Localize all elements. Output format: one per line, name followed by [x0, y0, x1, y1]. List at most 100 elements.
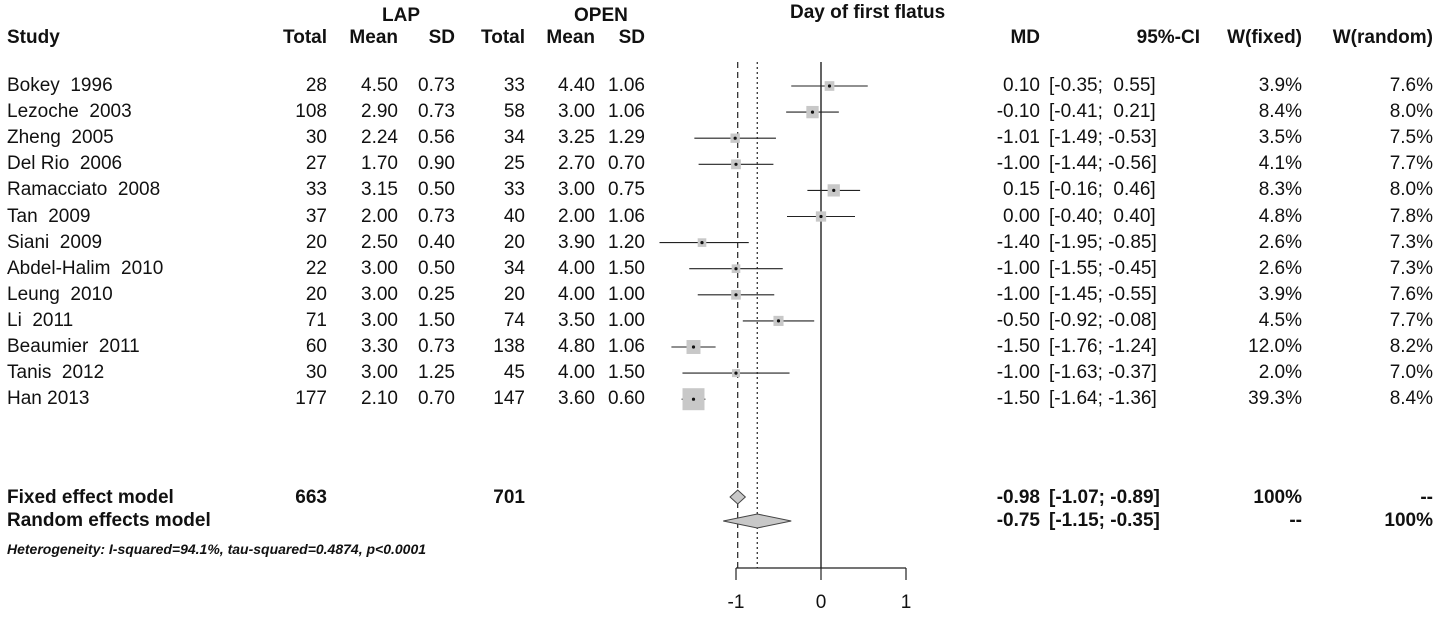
row-name: Ramacciato 2008: [7, 179, 161, 201]
row-t1: 28: [305, 75, 327, 96]
x-tick-label: -1: [728, 592, 745, 613]
row-m2: 3.60: [558, 388, 595, 410]
row-wf: 3.9%: [1258, 75, 1302, 96]
row-s2: 1.06: [608, 75, 645, 96]
row-ci: [-1.55; -0.45]: [1049, 257, 1157, 279]
row-md: -1.00: [996, 362, 1040, 384]
row-s1: 0.73: [418, 75, 455, 96]
group-lap-header: LAP: [382, 5, 420, 26]
point-estimate: [832, 188, 836, 192]
row-t1: 30: [305, 127, 327, 149]
row-ci: [-1.63; -0.37]: [1049, 362, 1157, 384]
row-ci: [-0.40; 0.40]: [1049, 205, 1156, 227]
row-t1: 60: [305, 336, 327, 357]
row-ci: [-1.64; -1.36]: [1049, 388, 1157, 410]
row-md: -1.01: [996, 127, 1040, 149]
row-name: Lezoche 2003: [7, 101, 132, 123]
point-estimate: [734, 371, 738, 375]
total1-header: Total: [283, 27, 327, 48]
row-t1: 33: [305, 179, 327, 201]
point-estimate: [733, 136, 737, 140]
row-t1: 108: [295, 101, 327, 123]
row-m1: 2.50: [361, 231, 398, 253]
row-wf: 12.0%: [1248, 336, 1302, 357]
row-wf: 8.4%: [1258, 101, 1302, 123]
row-wr: 7.7%: [1389, 309, 1433, 331]
point-estimate: [700, 241, 704, 245]
row-wf: 2.6%: [1258, 231, 1302, 253]
row-m1: 3.00: [361, 309, 398, 331]
row-ci: [-1.76; -1.24]: [1049, 336, 1157, 357]
row-t2: 20: [503, 283, 525, 305]
row-wf: 4.1%: [1258, 153, 1302, 175]
fixed-diamond: [729, 489, 747, 505]
fixed-total1: 663: [295, 487, 327, 508]
point-estimate: [691, 345, 696, 349]
point-estimate: [734, 162, 738, 166]
row-t2: 74: [503, 309, 525, 331]
random-diamond: [723, 513, 792, 529]
row-s2: 1.50: [608, 257, 645, 279]
row-wr: 7.3%: [1389, 231, 1433, 253]
row-m2: 4.00: [558, 283, 595, 305]
row-wf: 39.3%: [1248, 388, 1302, 410]
row-m2: 4.80: [558, 336, 595, 357]
ci-header: 95%-CI: [1136, 27, 1200, 48]
row-m2: 3.00: [558, 101, 595, 123]
row-s1: 0.40: [418, 231, 455, 253]
row-ci: [-0.35; 0.55]: [1049, 75, 1156, 96]
row-wf: 2.6%: [1258, 257, 1302, 279]
row-wr: 7.6%: [1389, 283, 1433, 305]
row-t1: 20: [305, 231, 327, 253]
row-t2: 138: [493, 336, 525, 357]
row-t2: 34: [503, 257, 525, 279]
row-s1: 0.50: [418, 179, 455, 201]
row-ci: [-0.16; 0.46]: [1049, 179, 1156, 201]
row-md: -1.00: [996, 153, 1040, 175]
row-s1: 0.73: [418, 205, 455, 227]
row-md: -1.50: [996, 388, 1040, 410]
row-ci: [-1.44; -0.56]: [1049, 153, 1157, 175]
row-md: 0.10: [1003, 75, 1040, 96]
point-estimate: [819, 214, 823, 219]
row-m1: 2.24: [361, 127, 398, 149]
row-m2: 3.50: [558, 309, 595, 331]
group-open-header: OPEN: [574, 5, 628, 26]
wrandom-header: W(random): [1332, 27, 1433, 48]
row-m2: 2.70: [558, 153, 595, 175]
row-t2: 147: [493, 388, 525, 410]
sd1-header: SD: [428, 27, 455, 48]
row-md: -0.10: [996, 101, 1040, 123]
row-name: Li 2011: [7, 309, 74, 331]
mean2-header: Mean: [546, 27, 595, 48]
point-estimate: [776, 319, 781, 323]
row-md: -1.40: [996, 231, 1040, 253]
row-m1: 3.15: [361, 179, 398, 201]
row-s2: 1.50: [608, 362, 645, 384]
row-t2: 58: [503, 101, 525, 123]
row-wf: 8.3%: [1258, 179, 1302, 201]
row-wr: 8.2%: [1389, 336, 1433, 357]
row-s2: 1.00: [608, 283, 645, 305]
row-s1: 0.70: [418, 388, 455, 410]
row-t1: 27: [305, 153, 327, 175]
row-t2: 34: [503, 127, 525, 149]
row-wr: 7.7%: [1389, 153, 1433, 175]
row-md: -1.50: [996, 336, 1040, 357]
row-m1: 1.70: [361, 153, 398, 175]
row-t2: 40: [503, 205, 525, 227]
row-s1: 0.90: [418, 153, 455, 175]
row-m1: 3.30: [361, 336, 398, 357]
row-m2: 3.90: [558, 231, 595, 253]
random-wfixed: --: [1289, 510, 1302, 531]
row-wr: 8.0%: [1389, 101, 1433, 123]
row-wr: 8.0%: [1389, 179, 1433, 201]
row-t2: 45: [503, 362, 525, 384]
row-t1: 30: [305, 362, 327, 384]
row-t2: 25: [503, 153, 525, 175]
point-estimate: [810, 110, 815, 114]
row-t1: 37: [305, 205, 327, 227]
row-m2: 3.25: [558, 127, 595, 149]
fixed-total2: 701: [493, 487, 525, 508]
